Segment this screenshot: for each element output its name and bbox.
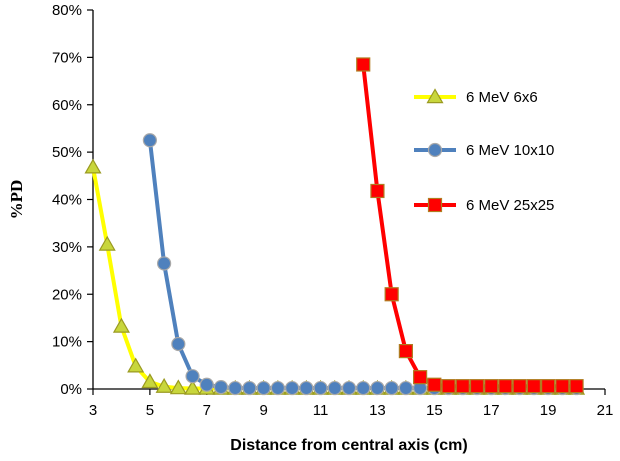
data-point	[256, 380, 271, 396]
legend-entry: 6 MeV 25x25	[414, 197, 554, 214]
data-point	[356, 57, 371, 72]
data-point	[169, 379, 187, 395]
series-1	[84, 158, 586, 395]
data-point	[555, 379, 570, 394]
y-tick-label: 20%	[52, 286, 82, 303]
data-point	[441, 379, 456, 394]
legend-marker	[427, 142, 443, 158]
data-point	[270, 380, 285, 396]
x-tick-label: 21	[597, 402, 614, 419]
x-tick-label: 15	[426, 402, 443, 419]
x-tick-label: 13	[369, 402, 386, 419]
legend-entry: 6 MeV 10x10	[414, 142, 554, 159]
data-point	[327, 380, 342, 396]
data-point	[370, 380, 385, 396]
data-point	[185, 369, 200, 384]
x-tick-label: 3	[89, 402, 97, 419]
data-point	[398, 344, 413, 359]
data-point	[84, 158, 102, 174]
series-layer	[84, 57, 586, 396]
data-point	[398, 380, 413, 396]
legend: 6 MeV 6x6 6 MeV 10x10 6 MeV 25x25	[414, 88, 554, 214]
x-tick-label: 7	[203, 402, 211, 419]
legend-marker	[426, 88, 444, 104]
y-axis-title: %PD	[7, 180, 26, 220]
data-point	[112, 317, 130, 333]
y-tick-label: 80%	[52, 2, 82, 19]
series-3	[356, 57, 584, 394]
data-point	[427, 377, 442, 392]
legend-entry: 6 MeV 6x6	[414, 88, 538, 106]
data-point	[541, 379, 556, 394]
series-line	[147, 140, 577, 391]
x-tick-label: 11	[313, 402, 329, 419]
data-point	[299, 380, 314, 396]
axes: 0% 10% 20% 30% 40% 50% 60% 70% 80% 3 5 7 9 11 13 15 17 19…	[52, 2, 613, 419]
x-tick-label: 17	[483, 402, 500, 419]
series-line	[361, 64, 577, 389]
x-tick-label: 5	[146, 402, 154, 419]
legend-label: 6 MeV 6x6	[466, 89, 538, 106]
x-tick-label: 19	[540, 402, 557, 419]
data-point	[356, 380, 371, 396]
data-point	[184, 379, 202, 395]
data-point	[313, 380, 328, 396]
data-point	[127, 357, 145, 373]
data-point	[242, 380, 257, 396]
data-point	[285, 380, 300, 396]
legend-marker	[427, 197, 443, 213]
data-point	[384, 287, 399, 302]
data-point	[98, 235, 116, 251]
legend-label: 6 MeV 25x25	[466, 197, 554, 214]
y-tick-label: 10%	[52, 334, 82, 351]
data-point	[498, 379, 513, 394]
data-point	[413, 370, 428, 385]
x-axis-title: Distance from central axis (cm)	[230, 437, 467, 454]
series-2	[142, 133, 584, 396]
data-point	[141, 373, 159, 389]
y-tick-label: 30%	[52, 239, 82, 256]
y-tick-label: 0%	[60, 381, 82, 398]
data-point	[526, 379, 541, 394]
data-point	[171, 336, 186, 352]
legend-label: 6 MeV 10x10	[466, 142, 554, 159]
x-tick-label: 9	[259, 402, 267, 419]
y-tick-label: 40%	[52, 192, 82, 209]
y-tick-label: 60%	[52, 97, 82, 114]
data-point	[155, 377, 173, 393]
data-point	[142, 133, 157, 148]
data-point	[384, 380, 399, 396]
y-tick-label: 50%	[52, 144, 82, 161]
data-point	[228, 380, 243, 396]
data-point	[341, 380, 357, 396]
data-point	[569, 379, 584, 394]
data-point	[157, 256, 172, 271]
data-point	[455, 379, 470, 394]
data-point	[199, 377, 214, 392]
data-point	[512, 379, 527, 394]
y-tick-label: 70%	[52, 49, 82, 66]
data-point	[469, 379, 485, 394]
data-point	[213, 380, 229, 395]
data-point	[370, 183, 385, 199]
data-point	[484, 379, 499, 394]
